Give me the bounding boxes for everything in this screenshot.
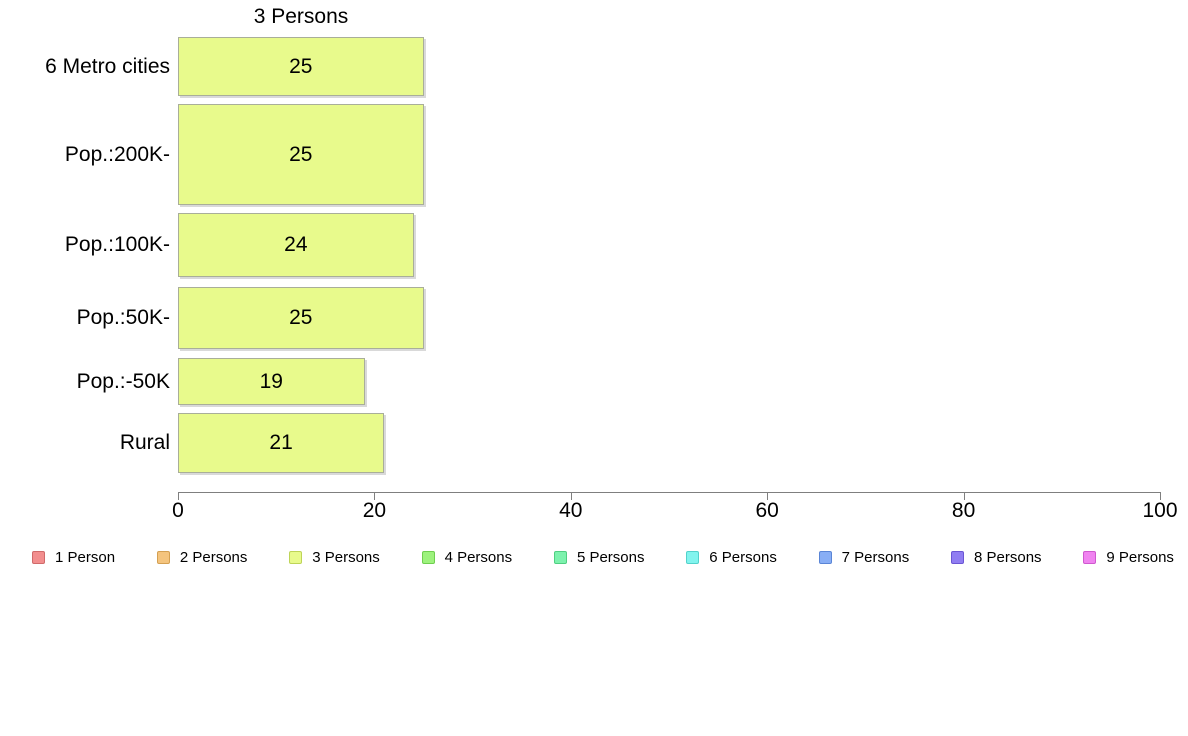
bar-value-label: 24 — [284, 233, 308, 256]
category-label: Pop.:200K- — [64, 142, 170, 166]
x-axis-tick — [1160, 492, 1161, 500]
category-label: 6 Metro cities — [45, 54, 170, 78]
legend-item-label: 7 Persons — [841, 548, 910, 566]
chart-title: 3 Persons — [253, 5, 349, 28]
legend-item-label: 8 Persons — [974, 548, 1042, 566]
x-axis-tick-label: 80 — [951, 499, 976, 522]
legend-swatch — [818, 550, 832, 564]
legend-swatch — [421, 550, 435, 564]
legend-item: 7 Persons — [818, 548, 910, 566]
legend-item: 9 Persons — [1083, 549, 1174, 566]
category-label: Rural — [119, 431, 170, 454]
legend-swatch — [553, 550, 567, 564]
x-axis-tick-label: 60 — [755, 499, 779, 522]
category-label: Pop.:50K- — [76, 306, 170, 329]
x-axis-tick-label: 0 — [172, 499, 184, 522]
legend-swatch — [32, 550, 45, 564]
legend-swatch — [686, 550, 700, 564]
legend-item: 1 Person — [32, 549, 115, 566]
bar-value-label: 21 — [269, 431, 293, 454]
x-axis-tick — [963, 492, 965, 500]
category-label: Pop.:-50K — [76, 369, 170, 393]
legend-item: 8 Persons — [951, 549, 1042, 566]
x-axis-tick-label: 40 — [559, 499, 583, 522]
legend-item: 2 Persons — [156, 548, 248, 566]
legend-swatch — [1083, 550, 1097, 564]
bar: 21 — [178, 413, 385, 473]
x-axis-tick — [767, 492, 769, 500]
legend-item-label: 4 Persons — [444, 548, 513, 566]
bar-value-label: 25 — [289, 54, 313, 78]
legend-item: 6 Persons — [686, 549, 777, 566]
bar: 24 — [178, 213, 414, 277]
legend-item-label: 5 Persons — [576, 548, 645, 566]
x-axis-tick — [570, 492, 572, 500]
legend-item: 3 Persons — [289, 549, 380, 566]
bar: 25 — [178, 287, 424, 349]
bar: 19 — [178, 358, 365, 405]
bar: 25 — [178, 104, 424, 205]
x-axis-tick — [178, 492, 179, 500]
legend: 1 Person 2 Persons 3 Persons 4 Persons 5 Per… — [32, 545, 1174, 569]
legend-item: 4 Persons — [421, 548, 513, 566]
legend-item-label: 2 Persons — [179, 548, 248, 566]
legend-swatch — [289, 550, 303, 564]
bar: 25 — [178, 37, 424, 96]
category-label: Pop.:100K- — [64, 233, 170, 256]
legend-item: 5 Persons — [553, 548, 645, 566]
legend-item-label: 3 Persons — [312, 548, 380, 566]
x-axis-tick-label: 100 — [1142, 499, 1178, 522]
bar-value-label: 19 — [259, 369, 283, 393]
legend-item-label: 9 Persons — [1106, 548, 1174, 566]
legend-swatch — [951, 550, 965, 564]
x-axis-tick-label: 20 — [362, 499, 387, 522]
x-axis-tick — [374, 492, 376, 500]
bar-value-label: 25 — [289, 306, 313, 329]
legend-swatch — [156, 550, 170, 564]
legend-item-label: 6 Persons — [709, 548, 777, 566]
legend-item-label: 1 Person — [55, 548, 116, 566]
x-axis-line — [178, 492, 1161, 493]
bar-value-label: 25 — [289, 142, 313, 166]
